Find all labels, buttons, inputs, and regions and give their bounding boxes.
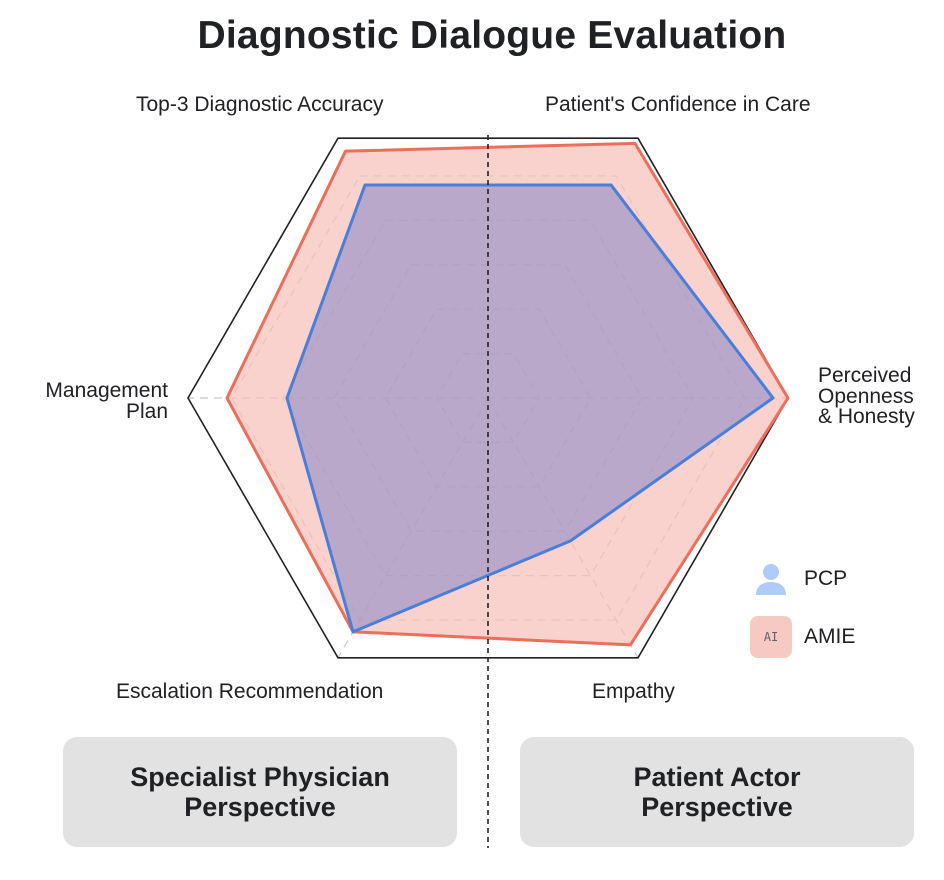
axis-label-empathy: Empathy — [592, 680, 675, 703]
axis-label-perceived-openness-honesty: Perceived Openness & Honesty — [818, 364, 915, 429]
legend-item-pcp: PCP — [750, 558, 847, 600]
axis-label-line: Management — [45, 379, 168, 402]
axis-label-line: Perceived — [818, 364, 912, 387]
axis-label-management-plan: Management Plan — [45, 379, 168, 423]
patient-perspective-box: Patient Actor Perspective — [520, 737, 914, 847]
axis-label-escalation-recommendation: Escalation Recommendation — [116, 680, 384, 703]
specialist-perspective-box: Specialist Physician Perspective — [63, 737, 457, 847]
axis-label-line: Plan — [125, 399, 168, 423]
series-area-pcp — [285, 183, 775, 634]
legend-label-amie: AMIE — [804, 625, 856, 648]
radar-outer-frame — [187, 137, 789, 659]
axis-label-patients-confidence: Patient's Confidence in Care — [545, 93, 811, 116]
axis-label-line: & Honesty — [818, 405, 915, 429]
person-icon — [750, 558, 792, 600]
chart-title: Diagnostic Dialogue Evaluation — [197, 14, 787, 57]
ai-badge-text: AI — [763, 630, 779, 644]
radar-series — [225, 141, 790, 647]
legend-item-amie: AI AMIE — [750, 616, 855, 658]
axis-label-line: Openness — [818, 384, 914, 408]
ai-badge-icon: AI — [750, 616, 792, 658]
axis-label-top-3-diagnostic-accuracy: Top-3 Diagnostic Accuracy — [136, 93, 384, 116]
legend-label-pcp: PCP — [804, 567, 848, 590]
